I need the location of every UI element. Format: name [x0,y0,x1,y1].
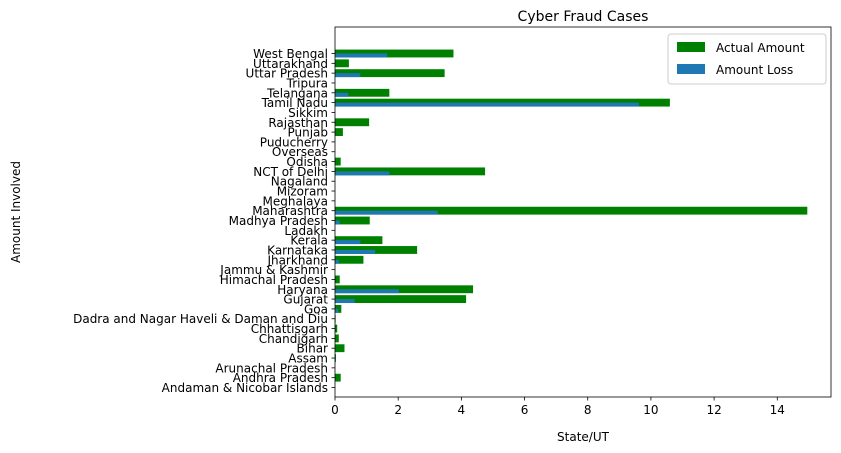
y-tick-label: Jharkhand [266,253,328,267]
bar-actual-amount-odisha [335,157,341,166]
x-tick-label: 6 [521,403,529,417]
bar-amount-loss-gujarat [335,299,355,304]
y-tick-label: Overseas [272,145,328,159]
bar-actual-amount-punjab [335,128,343,137]
bar-amount-loss-west-bengal [335,53,388,58]
x-tick-label: 10 [643,403,658,417]
y-tick-label: Ladakh [284,224,328,238]
y-tick-label: Nagaland [271,175,328,189]
y-tick-label: Himachal Pradesh [220,273,328,287]
bar-actual-amount-rajasthan [335,118,370,127]
y-tick-label: Odisha [286,155,328,169]
chart-title: Cyber Fraud Cases [518,9,649,25]
y-tick-label: Madhya Pradesh [229,214,328,228]
bar-amount-loss-haryana [335,289,399,294]
legend-frame [667,33,827,85]
bar-actual-amount-west-bengal [335,49,454,58]
y-tick-label: West Bengal [253,47,328,61]
bar-actual-amount-uttar-pradesh [335,69,445,78]
bar-actual-amount-karnataka [335,246,418,254]
bar-actual-amount-nct-of-delhi [335,167,486,176]
y-tick-label: Assam [288,352,328,366]
y-tick-label: Gujarat [283,293,328,307]
x-axis: 0 2 4 6 8 10 12 14 [331,397,785,417]
y-tick-label: Puducherry [260,135,328,149]
y-tick-label: Bihar [297,342,329,356]
bar-actual-amount-bihar [335,344,345,353]
bar-amount-loss-karnataka [335,249,376,254]
y-tick-label: Karnataka [267,243,328,257]
bar-actual-amount-haryana [335,285,474,294]
x-tick-label: 2 [394,403,402,417]
y-tick-label: Arunachal Pradesh [215,361,328,375]
bar-amount-loss-telangana [335,92,349,97]
y-tick-label: Chhattisgarh [251,322,328,336]
y-tick-label: Jammu & Kashmir [219,263,328,277]
x-axis-label: State/UT [557,430,610,444]
y-tick-label: Uttarakhand [253,57,328,71]
bar-actual-amount-telangana [335,88,390,97]
y-tick-label: Meghalaya [263,194,328,208]
y-tick-label: Andhra Pradesh [233,371,328,385]
x-tick-label: 8 [584,403,592,417]
bar-actual-amount-chandigarh [335,334,339,343]
bar-actual-amount-uttarakhand [335,59,349,68]
bar-amount-loss-uttar-pradesh [335,73,361,78]
y-tick-label: Punjab [287,126,328,140]
legend-swatch-actual-amount [677,42,705,52]
y-tick-label: Chandigarh [259,332,328,346]
legend: Actual Amount Amount Loss [667,33,827,85]
x-tick-label: 0 [331,403,339,417]
bar-amount-loss-tamil-nadu [335,102,639,107]
bar-amount-loss-madhya-pradesh [335,220,340,225]
bar-actual-amount-madhya-pradesh [335,216,370,225]
bar-actual-amount-andhra-pradesh [335,373,341,382]
y-tick-label: Tripura [286,76,328,90]
bar-amount-loss-maharashtra [335,210,438,215]
y-axis-label: Amount Involved [9,161,23,263]
x-tick-label: 14 [770,403,785,417]
bar-amount-loss-jharkhand [335,259,339,264]
y-tick-label: Maharashtra [252,204,328,218]
y-tick-label: Haryana [277,283,328,297]
bar-actual-amount-gujarat [335,295,467,304]
bar-amount-loss-nct-of-delhi [335,171,390,176]
bar-actual-amount-himachal-pradesh [335,275,340,284]
y-tick-label: Andaman & Nicobar Islands [162,381,328,395]
y-tick-label: Tamil Nadu [261,96,328,110]
x-tick-label: 12 [706,403,721,417]
bar-amount-loss-goa [335,308,339,313]
legend-label-amount-loss: Amount Loss [716,63,793,77]
y-tick-label: Rajasthan [268,116,328,130]
axes-frame [334,26,832,398]
bar-actual-amount-jharkhand [335,255,364,264]
y-tick-label: Mizoram [277,185,328,199]
bar-amount-loss-kerala [335,240,361,245]
y-tick-label: Kerala [290,234,328,248]
legend-label-actual-amount: Actual Amount [716,41,805,55]
y-tick-label: Dadra and Nagar Haveli & Daman and Diu [73,312,328,326]
y-tick-label: Uttar Pradesh [246,67,328,81]
bar-actual-amount-maharashtra [335,206,808,215]
y-tick-label: Goa [304,302,328,316]
x-tick-label: 4 [458,403,466,417]
y-tick-label: Telangana [266,86,328,100]
y-tick-label: NCT of Delhi [253,165,328,179]
y-tick-label: Sikkim [288,106,328,120]
bar-actual-amount-chhattisgarh [335,324,338,333]
legend-swatch-amount-loss [677,64,705,74]
bars-group [335,49,808,382]
